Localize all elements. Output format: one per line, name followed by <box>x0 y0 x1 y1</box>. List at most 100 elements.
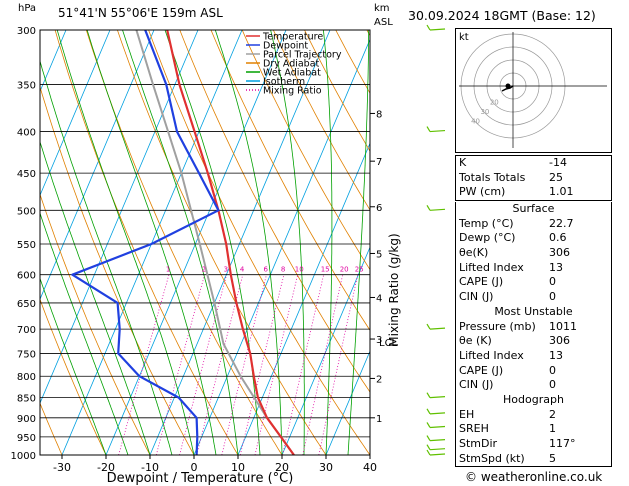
isotherm-line <box>193 38 370 455</box>
legend-label: Temperature <box>262 32 323 43</box>
wet-adiabat-line <box>164 30 261 455</box>
wind-barb <box>429 208 446 211</box>
hodograph-row: SREH 1 <box>456 422 611 437</box>
x-axis-label: Dewpoint / Temperature (°C) <box>107 471 294 486</box>
pressure-tick-label: 1000 <box>11 451 36 462</box>
x-axis-ticks: -30 -20 -10 0 10 20 30 40 <box>53 455 377 474</box>
wind-barb-flag <box>426 392 431 398</box>
pressure-tick-label: 350 <box>17 80 36 91</box>
pressure-tick-label: 850 <box>17 394 36 405</box>
mixing-ratio-line <box>282 274 325 455</box>
mixing-ratio-label: 25 <box>355 266 364 274</box>
km-tick-label: 2 <box>376 374 382 385</box>
wind-barb <box>429 412 446 415</box>
surface-table: Surface Temp (°C) 22.7 Dewp (°C) 0.6 θe(K) 30… <box>455 202 612 306</box>
hodograph-kt-label: kt <box>459 32 469 43</box>
mixing-ratio-label: 20 <box>340 266 349 274</box>
surface-label: CAPE (J) <box>459 275 504 289</box>
x-tick-label: -10 <box>141 461 159 474</box>
km-tick-label: 6 <box>376 203 382 214</box>
parcel-trajectory-line <box>135 30 295 455</box>
most-unstable-value: 306 <box>549 334 570 348</box>
hodograph-ring-label: 20 <box>490 99 499 107</box>
most-unstable-label: θe (K) <box>459 334 492 348</box>
index-row: K -14 <box>456 156 611 171</box>
km-tick-label: 7 <box>376 157 382 168</box>
legend-label: Dry Adiabat <box>263 59 320 70</box>
mixing-ratio-line <box>318 274 359 455</box>
hodograph-label: SREH <box>459 422 489 436</box>
surface-row: Dewp (°C) 0.6 <box>456 231 611 246</box>
isotherm-line <box>105 30 287 455</box>
index-label: Totals Totals <box>459 170 526 184</box>
index-value: -14 <box>549 156 567 169</box>
wind-barb-flag <box>426 422 431 428</box>
x-tick-label: 40 <box>363 461 377 474</box>
lcl-label: LCL <box>379 338 398 349</box>
hodograph-table: Hodograph EH 2 SREH 1 StmDir 117° StmSpd (kt) 5 <box>455 393 612 468</box>
dry-adiabat-line <box>40 402 63 455</box>
wind-barb <box>429 396 446 399</box>
most-unstable-label: CAPE (J) <box>459 363 504 377</box>
index-value: 1.01 <box>549 185 574 199</box>
surface-row: CAPE (J) 0 <box>456 275 611 290</box>
most-unstable-value: 13 <box>549 349 563 363</box>
dry-adiabat-line <box>40 298 107 455</box>
mixing-ratio-label: 8 <box>281 266 285 274</box>
most-unstable-label: Pressure (mb) <box>459 319 536 333</box>
isotherm-line <box>325 350 370 455</box>
hodograph-label: StmSpd (kt) <box>459 451 525 465</box>
wind-barb-flag <box>426 449 431 456</box>
index-value: 25 <box>549 170 563 184</box>
hodograph-ring-label: 30 <box>480 108 489 116</box>
hodograph-row: StmDir 117° <box>456 437 611 452</box>
temperature-line <box>166 30 295 455</box>
most-unstable-row: Lifted Index 13 <box>456 349 611 364</box>
isotherm-line <box>237 142 370 455</box>
km-tick-label: 8 <box>376 109 382 120</box>
km-ticks: 1 2 3 4 5 6 7 8 <box>370 109 382 425</box>
isotherm-line <box>149 30 331 455</box>
surface-value: 0 <box>549 290 556 304</box>
hodograph-value: 2 <box>549 407 556 421</box>
legend-label: Dewpoint <box>263 41 308 52</box>
most-unstable-row: θe (K) 306 <box>456 334 611 349</box>
most-unstable-table: Most Unstable Pressure (mb) 1011 θe (K) 306… <box>455 305 612 395</box>
km-tick-label: 1 <box>376 414 382 425</box>
dry-adiabat-line <box>272 30 370 211</box>
index-label: K <box>459 156 467 169</box>
km-tick-label: 4 <box>376 293 382 304</box>
legend-label: Parcel Trajectory <box>263 50 342 61</box>
pressure-tick-label: 400 <box>17 128 36 139</box>
pressure-tick-label: 550 <box>17 240 36 251</box>
surface-value: 0 <box>549 275 556 289</box>
pressure-tick-label: 450 <box>17 169 36 180</box>
isotherm-line <box>40 30 111 197</box>
wind-barb <box>429 453 446 456</box>
surface-label: Lifted Index <box>459 260 524 274</box>
hodograph-value: 5 <box>549 451 556 465</box>
surface-label: Temp (°C) <box>459 216 514 230</box>
surface-value: 306 <box>549 246 570 260</box>
index-row: PW (cm) 1.01 <box>456 185 611 200</box>
dry-adiabat-line <box>85 30 283 455</box>
wind-barb <box>429 327 446 330</box>
isotherm-line <box>40 30 155 301</box>
dry-adiabat-line <box>241 30 370 271</box>
asl-axis-title: ASL <box>374 17 393 28</box>
most-unstable-title: Most Unstable <box>494 305 573 318</box>
pressure-ticks: 300 350 400 450 500 550 600 650 700 750 800 850 900 9… <box>11 26 36 462</box>
dewpoint-line <box>71 30 220 455</box>
hodograph-value: 117° <box>549 437 576 451</box>
pressure-tick-label: 950 <box>17 433 36 444</box>
y-axis-label: Mixing Ratio (g/kg) <box>387 233 401 346</box>
pressure-tick-label: 800 <box>17 372 36 383</box>
hodograph-ring-label: 40 <box>471 117 480 125</box>
surface-row: CIN (J) 0 <box>456 290 611 305</box>
surface-label: θe(K) <box>459 246 489 260</box>
pressure-tick-label: 750 <box>17 349 36 360</box>
dry-adiabat-line <box>304 30 370 152</box>
wind-barb-flag <box>426 435 431 441</box>
